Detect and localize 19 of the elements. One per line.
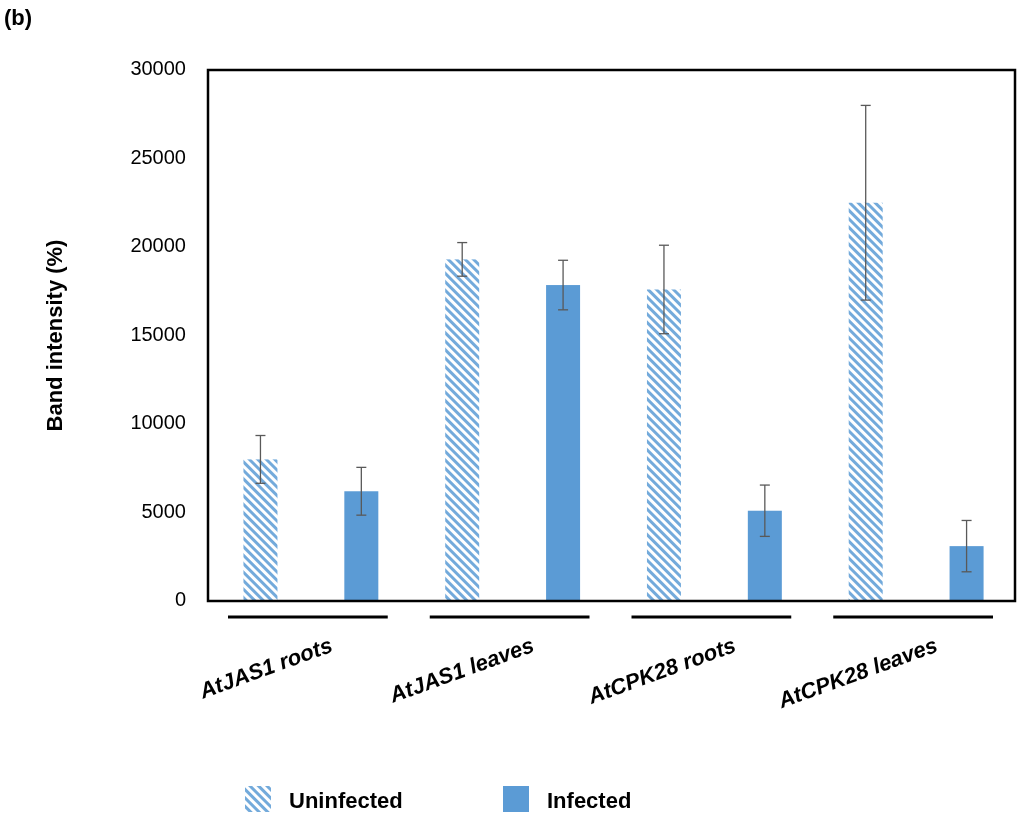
bar <box>747 510 782 601</box>
y-tick-label: 25000 <box>130 145 186 168</box>
bar <box>949 546 984 601</box>
legend-label: Uninfected <box>289 788 403 813</box>
bar <box>344 491 379 601</box>
y-tick-label: 20000 <box>130 234 186 257</box>
bar <box>546 285 581 601</box>
text: (b) <box>4 5 33 30</box>
bar <box>646 289 681 601</box>
legend-label: Infected <box>547 788 632 813</box>
bar <box>445 259 480 601</box>
y-tick-label: 30000 <box>130 57 186 80</box>
y-tick-label: 5000 <box>141 499 186 522</box>
bar <box>243 459 278 601</box>
y-tick-label: 0 <box>174 588 186 611</box>
bar <box>848 202 883 601</box>
y-axis-title: Band intensity (%) <box>42 239 67 432</box>
y-tick-label: 15000 <box>130 322 186 345</box>
y-tick-label: 10000 <box>130 411 186 434</box>
